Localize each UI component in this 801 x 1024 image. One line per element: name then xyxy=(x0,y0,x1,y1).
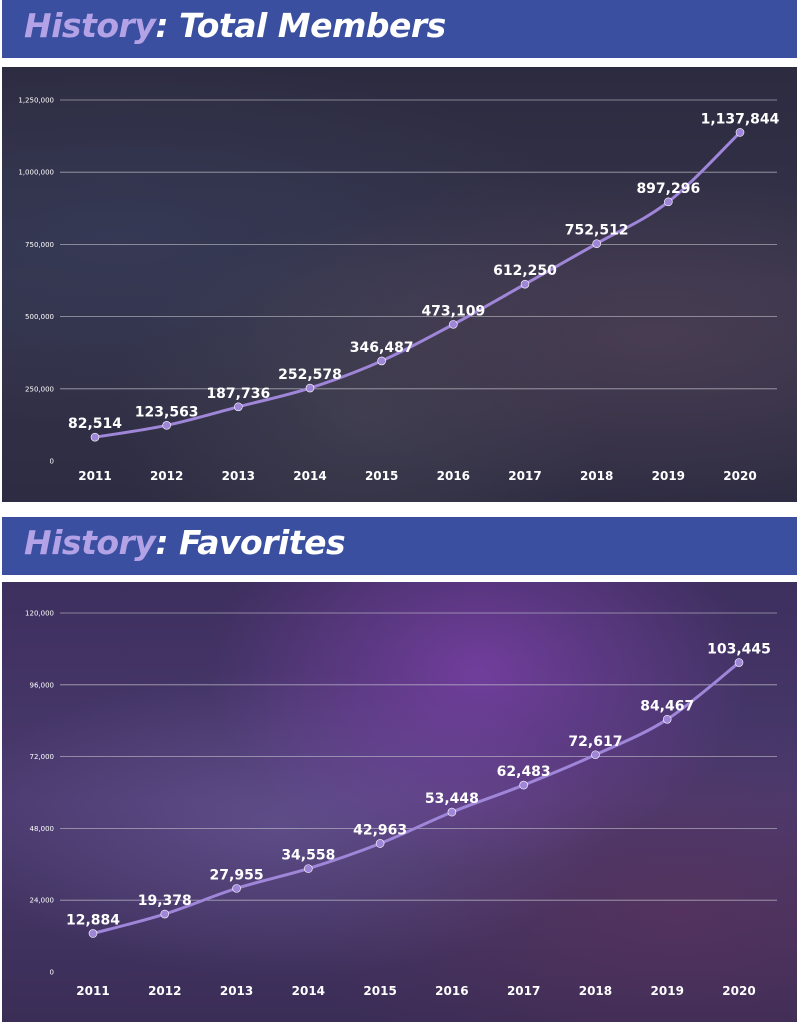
members-data-point xyxy=(162,421,171,430)
members-x-tick-label: 2013 xyxy=(222,469,255,483)
members-x-tick-label: 2012 xyxy=(150,469,183,483)
favorites-data-label: 27,955 xyxy=(210,867,264,883)
favorites-data-label: 19,378 xyxy=(138,893,192,909)
members-x-tick-label: 2016 xyxy=(437,469,470,483)
favorites-series-line xyxy=(91,661,741,935)
members-data-point xyxy=(305,383,315,393)
favorites-data-point xyxy=(519,780,528,790)
members-y-tick-label: 1,000,000 xyxy=(18,169,54,177)
members-x-tick-label: 2017 xyxy=(508,469,541,483)
favorites-y-tick-label: 96,000 xyxy=(30,681,55,689)
favorites-data-label: 42,963 xyxy=(353,822,407,838)
favorites-data-point xyxy=(662,715,672,724)
members-data-label: 752,512 xyxy=(565,223,629,239)
members-data-label: 123,563 xyxy=(135,404,199,420)
members-data-point xyxy=(735,128,745,137)
members-chart-svg: 0 250,000 500,000 750,000 1,000,000 1,250,000… xyxy=(18,97,780,484)
members-y-tick-label: 0 xyxy=(50,458,54,466)
favorites-y-tick-label: 120,000 xyxy=(25,610,54,618)
members-data-label: 612,250 xyxy=(493,263,557,279)
members-chart: 0 250,000 500,000 750,000 1,000,000 1,250,000… xyxy=(2,67,797,502)
members-x-tick-label: 2020 xyxy=(723,469,756,483)
favorites-y-tick-label: 48,000 xyxy=(30,825,55,833)
members-header: History: Total Members xyxy=(2,0,797,61)
members-data-label: 252,578 xyxy=(278,367,342,383)
members-x-tick-label: 2019 xyxy=(652,469,685,483)
favorites-chart: 0 24,000 48,000 72,000 96,000 120,000 2011 2012… xyxy=(2,582,797,1022)
favorites-data-label: 34,558 xyxy=(281,848,335,864)
favorites-title-accent: History xyxy=(24,523,156,562)
favorites-x-tick-label: 2015 xyxy=(363,984,396,998)
members-data-label: 1,137,844 xyxy=(701,111,780,127)
favorites-title-rest: : Favorites xyxy=(155,523,346,562)
members-data-point xyxy=(377,356,386,366)
members-title-rest: : Total Members xyxy=(155,6,446,45)
members-data-point xyxy=(234,402,243,412)
favorites-x-tick-label: 2017 xyxy=(507,984,540,998)
members-title-accent: History xyxy=(24,6,156,45)
members-data-point xyxy=(449,320,458,329)
members-x-tick-label: 2018 xyxy=(580,469,613,483)
favorites-data-label: 84,467 xyxy=(640,698,694,714)
favorites-x-tick-label: 2011 xyxy=(76,984,109,998)
favorites-data-point xyxy=(232,884,241,893)
favorites-data-point xyxy=(160,909,170,919)
favorites-x-tick-label: 2016 xyxy=(435,984,468,998)
favorites-data-point xyxy=(375,839,385,848)
favorites-data-label: 72,617 xyxy=(568,734,622,750)
members-y-tick-label: 250,000 xyxy=(25,385,54,393)
favorites-data-point xyxy=(734,658,744,667)
favorites-data-label: 12,884 xyxy=(66,912,120,928)
favorites-y-tick-label: 24,000 xyxy=(30,897,55,905)
members-y-tick-label: 500,000 xyxy=(25,313,54,321)
members-data-point xyxy=(520,279,530,289)
favorites-title: History: Favorites xyxy=(24,523,346,562)
favorites-data-label: 53,448 xyxy=(425,791,479,807)
favorites-data-point xyxy=(591,750,600,760)
members-x-tick-label: 2011 xyxy=(78,469,111,483)
members-data-point xyxy=(90,432,100,442)
favorites-x-tick-label: 2019 xyxy=(651,984,684,998)
members-data-label: 82,514 xyxy=(68,416,122,432)
favorites-data-label: 103,445 xyxy=(707,642,771,658)
favorites-x-tick-label: 2013 xyxy=(220,984,253,998)
favorites-chart-svg: 0 24,000 48,000 72,000 96,000 120,000 2011 2012… xyxy=(25,610,777,998)
favorites-y-tick-label: 0 xyxy=(50,969,54,977)
favorites-x-tick-label: 2018 xyxy=(579,984,612,998)
members-title: History: Total Members xyxy=(24,6,446,45)
members-y-tick-label: 750,000 xyxy=(25,241,54,249)
favorites-data-point xyxy=(304,864,313,873)
favorites-data-point xyxy=(447,807,457,817)
favorites-data-point xyxy=(88,929,98,938)
favorites-data-label: 62,483 xyxy=(497,764,551,780)
members-series-line xyxy=(93,130,742,439)
members-y-tick-label: 1,250,000 xyxy=(18,97,54,105)
favorites-x-tick-label: 2014 xyxy=(292,984,325,998)
members-x-tick-label: 2014 xyxy=(293,469,326,483)
members-x-tick-label: 2015 xyxy=(365,469,398,483)
members-data-label: 346,487 xyxy=(350,340,414,356)
members-data-label: 187,736 xyxy=(206,386,270,402)
members-data-label: 897,296 xyxy=(636,181,700,197)
favorites-header: History: Favorites xyxy=(2,517,797,578)
members-data-point xyxy=(592,239,601,248)
members-data-label: 473,109 xyxy=(421,303,485,319)
members-data-point xyxy=(664,197,673,207)
favorites-y-tick-label: 72,000 xyxy=(30,753,55,761)
favorites-x-tick-label: 2020 xyxy=(722,984,755,998)
favorites-x-tick-label: 2012 xyxy=(148,984,181,998)
